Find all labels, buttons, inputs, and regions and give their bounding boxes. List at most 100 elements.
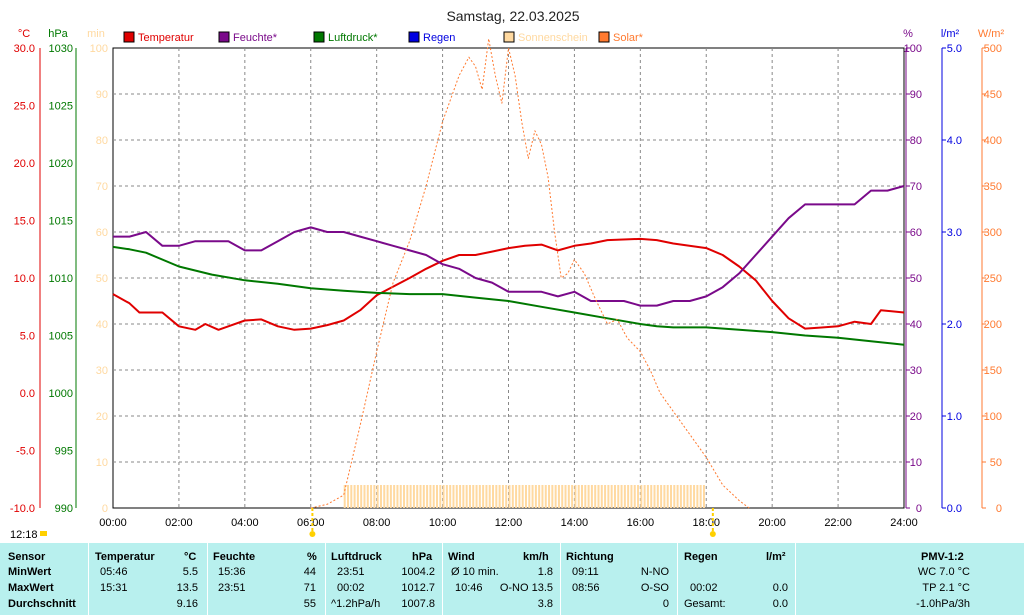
time-tick-label: 06:00 xyxy=(297,517,325,529)
temp-unit-label: °C xyxy=(18,28,30,40)
sunshine-bar xyxy=(561,485,564,508)
sunshine-bar xyxy=(445,485,448,508)
hpa-tick-label: 1010 xyxy=(49,273,73,285)
sunshine-bar xyxy=(623,485,626,508)
solar-tick-label: 100 xyxy=(984,411,1002,423)
time-tick-label: 02:00 xyxy=(165,517,193,529)
sunshine-bar xyxy=(637,485,640,508)
legend-swatch xyxy=(408,31,420,43)
sunshine-bar xyxy=(693,485,696,508)
rain-total-value: 0.0 xyxy=(772,598,788,610)
sunshine-bar xyxy=(669,485,672,508)
humidity-tick-label: 70 xyxy=(910,181,922,193)
avg-hum-value: 55 xyxy=(303,598,316,610)
min-unit-label: min xyxy=(87,28,105,40)
sunshine-bar xyxy=(627,485,630,508)
max-dir-time: 08:56 xyxy=(572,582,600,594)
sunshine-bar xyxy=(554,485,557,508)
sunshine-bar xyxy=(386,485,389,508)
min-hum-time: 15:36 xyxy=(218,566,246,578)
rain-total-label: Gesamt: xyxy=(684,598,726,610)
sunshine-bar xyxy=(370,485,373,508)
legend-swatch xyxy=(218,31,230,43)
sunshine-bar xyxy=(412,485,415,508)
legend-label: Temperatur xyxy=(138,32,194,44)
rain-unit-label: l/m² xyxy=(941,28,960,40)
solar-tick-label: 300 xyxy=(984,227,1002,239)
humidity-tick-label: 60 xyxy=(910,227,922,239)
sunshine-bar xyxy=(653,485,656,508)
hdr-temp: Temperatur xyxy=(95,551,155,563)
sunshine-bar xyxy=(389,485,392,508)
sunshine-bar xyxy=(531,485,534,508)
rain-tick-label: 2.0 xyxy=(947,319,962,331)
rain-tick-label: 3.0 xyxy=(947,227,962,239)
sunshine-bar xyxy=(696,485,699,508)
sunshine-bar xyxy=(679,485,682,508)
hdr-hum: Feuchte xyxy=(213,551,256,563)
hpa-tick-label: 990 xyxy=(55,503,73,515)
avg-press-trend: ^1.2hPa/h xyxy=(331,598,381,610)
time-tick-label: 12:00 xyxy=(495,517,523,529)
sunshine-bar xyxy=(640,485,643,508)
sunshine-bar xyxy=(538,485,541,508)
temp-tick-label: 20.0 xyxy=(14,158,35,170)
sunshine-bar xyxy=(571,485,574,508)
sunshine-bar xyxy=(541,485,544,508)
sunshine-tick-label: 60 xyxy=(96,227,108,239)
sunshine-bar xyxy=(683,485,686,508)
sunshine-bar xyxy=(604,485,607,508)
grid xyxy=(113,48,904,508)
pmv-tp: TP 2.1 °C xyxy=(922,582,970,594)
sunshine-bar xyxy=(646,485,649,508)
max-press-value: 1012.7 xyxy=(401,582,435,594)
sunshine-bar xyxy=(534,485,537,508)
sunshine-bar xyxy=(551,485,554,508)
humidity-tick-label: 0 xyxy=(916,503,922,515)
sunshine-bar xyxy=(564,485,567,508)
temp-tick-label: 5.0 xyxy=(20,331,35,343)
sunshine-bar xyxy=(581,485,584,508)
sunshine-bar xyxy=(383,485,386,508)
max-rain-value: 0.0 xyxy=(772,582,788,594)
legend-label: Solar* xyxy=(613,32,644,44)
sunshine-bar xyxy=(686,485,689,508)
min-dir-value: N-NO xyxy=(640,566,669,578)
pmv-trend: -1.0hPa/3h xyxy=(916,598,970,610)
temp-tick-label: 0.0 xyxy=(20,388,35,400)
chart-title: Samstag, 22.03.2025 xyxy=(446,8,579,24)
sunshine-bar xyxy=(343,485,346,508)
weather-chart: 30.025.020.015.010.05.00.0-5.0-10.010301… xyxy=(10,8,1005,541)
time-tick-label: 24:00 xyxy=(890,517,918,529)
sunshine-bar xyxy=(422,485,425,508)
solar-tick-label: 500 xyxy=(984,43,1002,55)
legend: Temperatur Feuchte* Luftdruck* Regen Sonnens… xyxy=(123,31,644,44)
sunshine-bar xyxy=(409,485,412,508)
sunshine-bar xyxy=(449,485,452,508)
sunshine-bar xyxy=(419,485,422,508)
solar-tick-label: 50 xyxy=(990,457,1002,469)
timestamp-marker xyxy=(40,531,47,536)
pressure-line xyxy=(112,245,905,346)
sunshine-bar xyxy=(495,485,498,508)
sunshine-bar xyxy=(482,485,485,508)
min-dir-time: 09:11 xyxy=(572,566,599,578)
humidity-tick-label: 100 xyxy=(904,43,922,55)
sunshine-bar xyxy=(505,485,508,508)
sunshine-bar xyxy=(557,485,560,508)
row-label-min: MinWert xyxy=(8,566,52,578)
sunshine-tick-label: 20 xyxy=(96,411,108,423)
solar-tick-label: 200 xyxy=(984,319,1002,331)
min-press-value: 1004.2 xyxy=(401,566,435,578)
sunshine-bar xyxy=(350,485,353,508)
hpa-tick-label: 1020 xyxy=(49,158,73,170)
max-wind-time: 10:46 xyxy=(455,582,483,594)
col-divider xyxy=(795,543,796,615)
sunshine-bar xyxy=(416,485,419,508)
sunshine-bar xyxy=(376,485,379,508)
row-label-max: MaxWert xyxy=(8,582,54,594)
sunshine-bar xyxy=(356,485,359,508)
sunshine-bar xyxy=(468,485,471,508)
sunshine-tick-label: 80 xyxy=(96,135,108,147)
sunshine-bar xyxy=(379,485,382,508)
